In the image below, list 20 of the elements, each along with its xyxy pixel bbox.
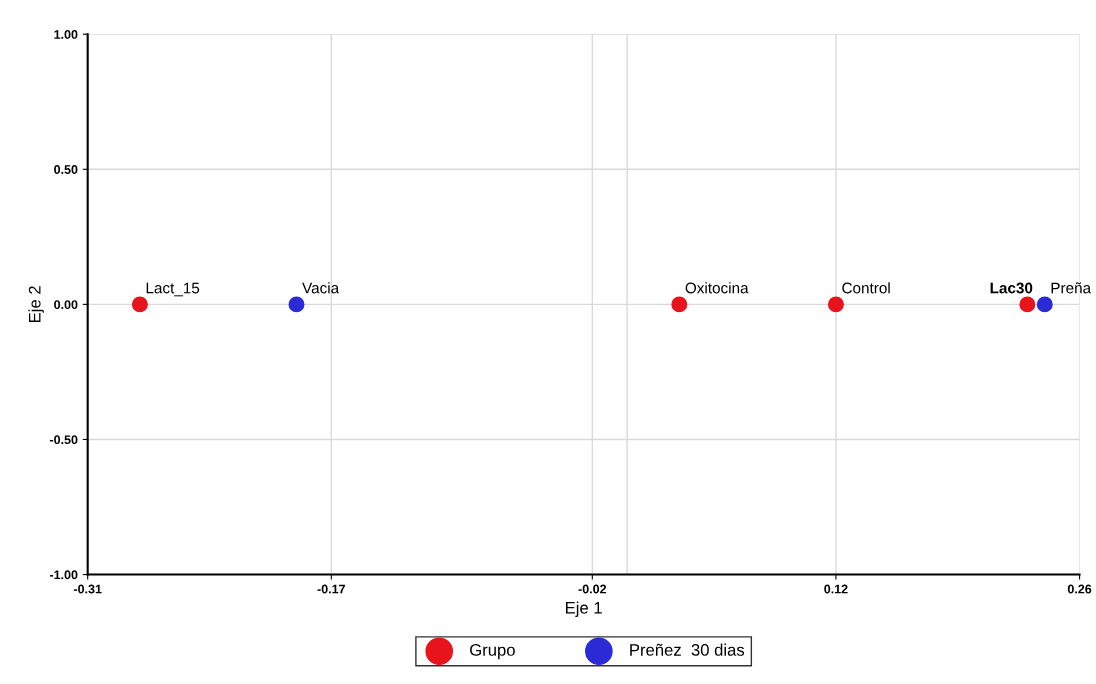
annotation: Preña (1051, 282, 1092, 294)
x-tick-label: 0.26 (1067, 584, 1092, 594)
annotation: Vacia (302, 282, 340, 294)
y-tick-label: 0.50 (54, 165, 78, 174)
annotation: Lac30 (990, 282, 1033, 294)
x-axis-title: Eje 1 (565, 601, 602, 618)
x-tick-label: -0.31 (73, 584, 102, 594)
x-tick-label: -0.02 (578, 584, 607, 594)
annotation: Lact_15 (146, 282, 200, 297)
y-tick-label: 0.00 (54, 300, 78, 310)
y-axis-title: Eje 2 (28, 286, 44, 323)
annotation: Control (842, 282, 890, 294)
y-tick-label: 1.00 (54, 30, 78, 39)
y-tick-label: -1.00 (49, 570, 78, 580)
x-tick-label: 0.12 (824, 584, 848, 594)
x-tick-label: -0.17 (317, 584, 345, 594)
y-tick-label: -0.50 (49, 435, 78, 445)
legend-label: Grupo (470, 644, 515, 660)
annotation: Oxitocina (685, 282, 749, 294)
legend-label: Preñez 30 dias (630, 643, 745, 656)
